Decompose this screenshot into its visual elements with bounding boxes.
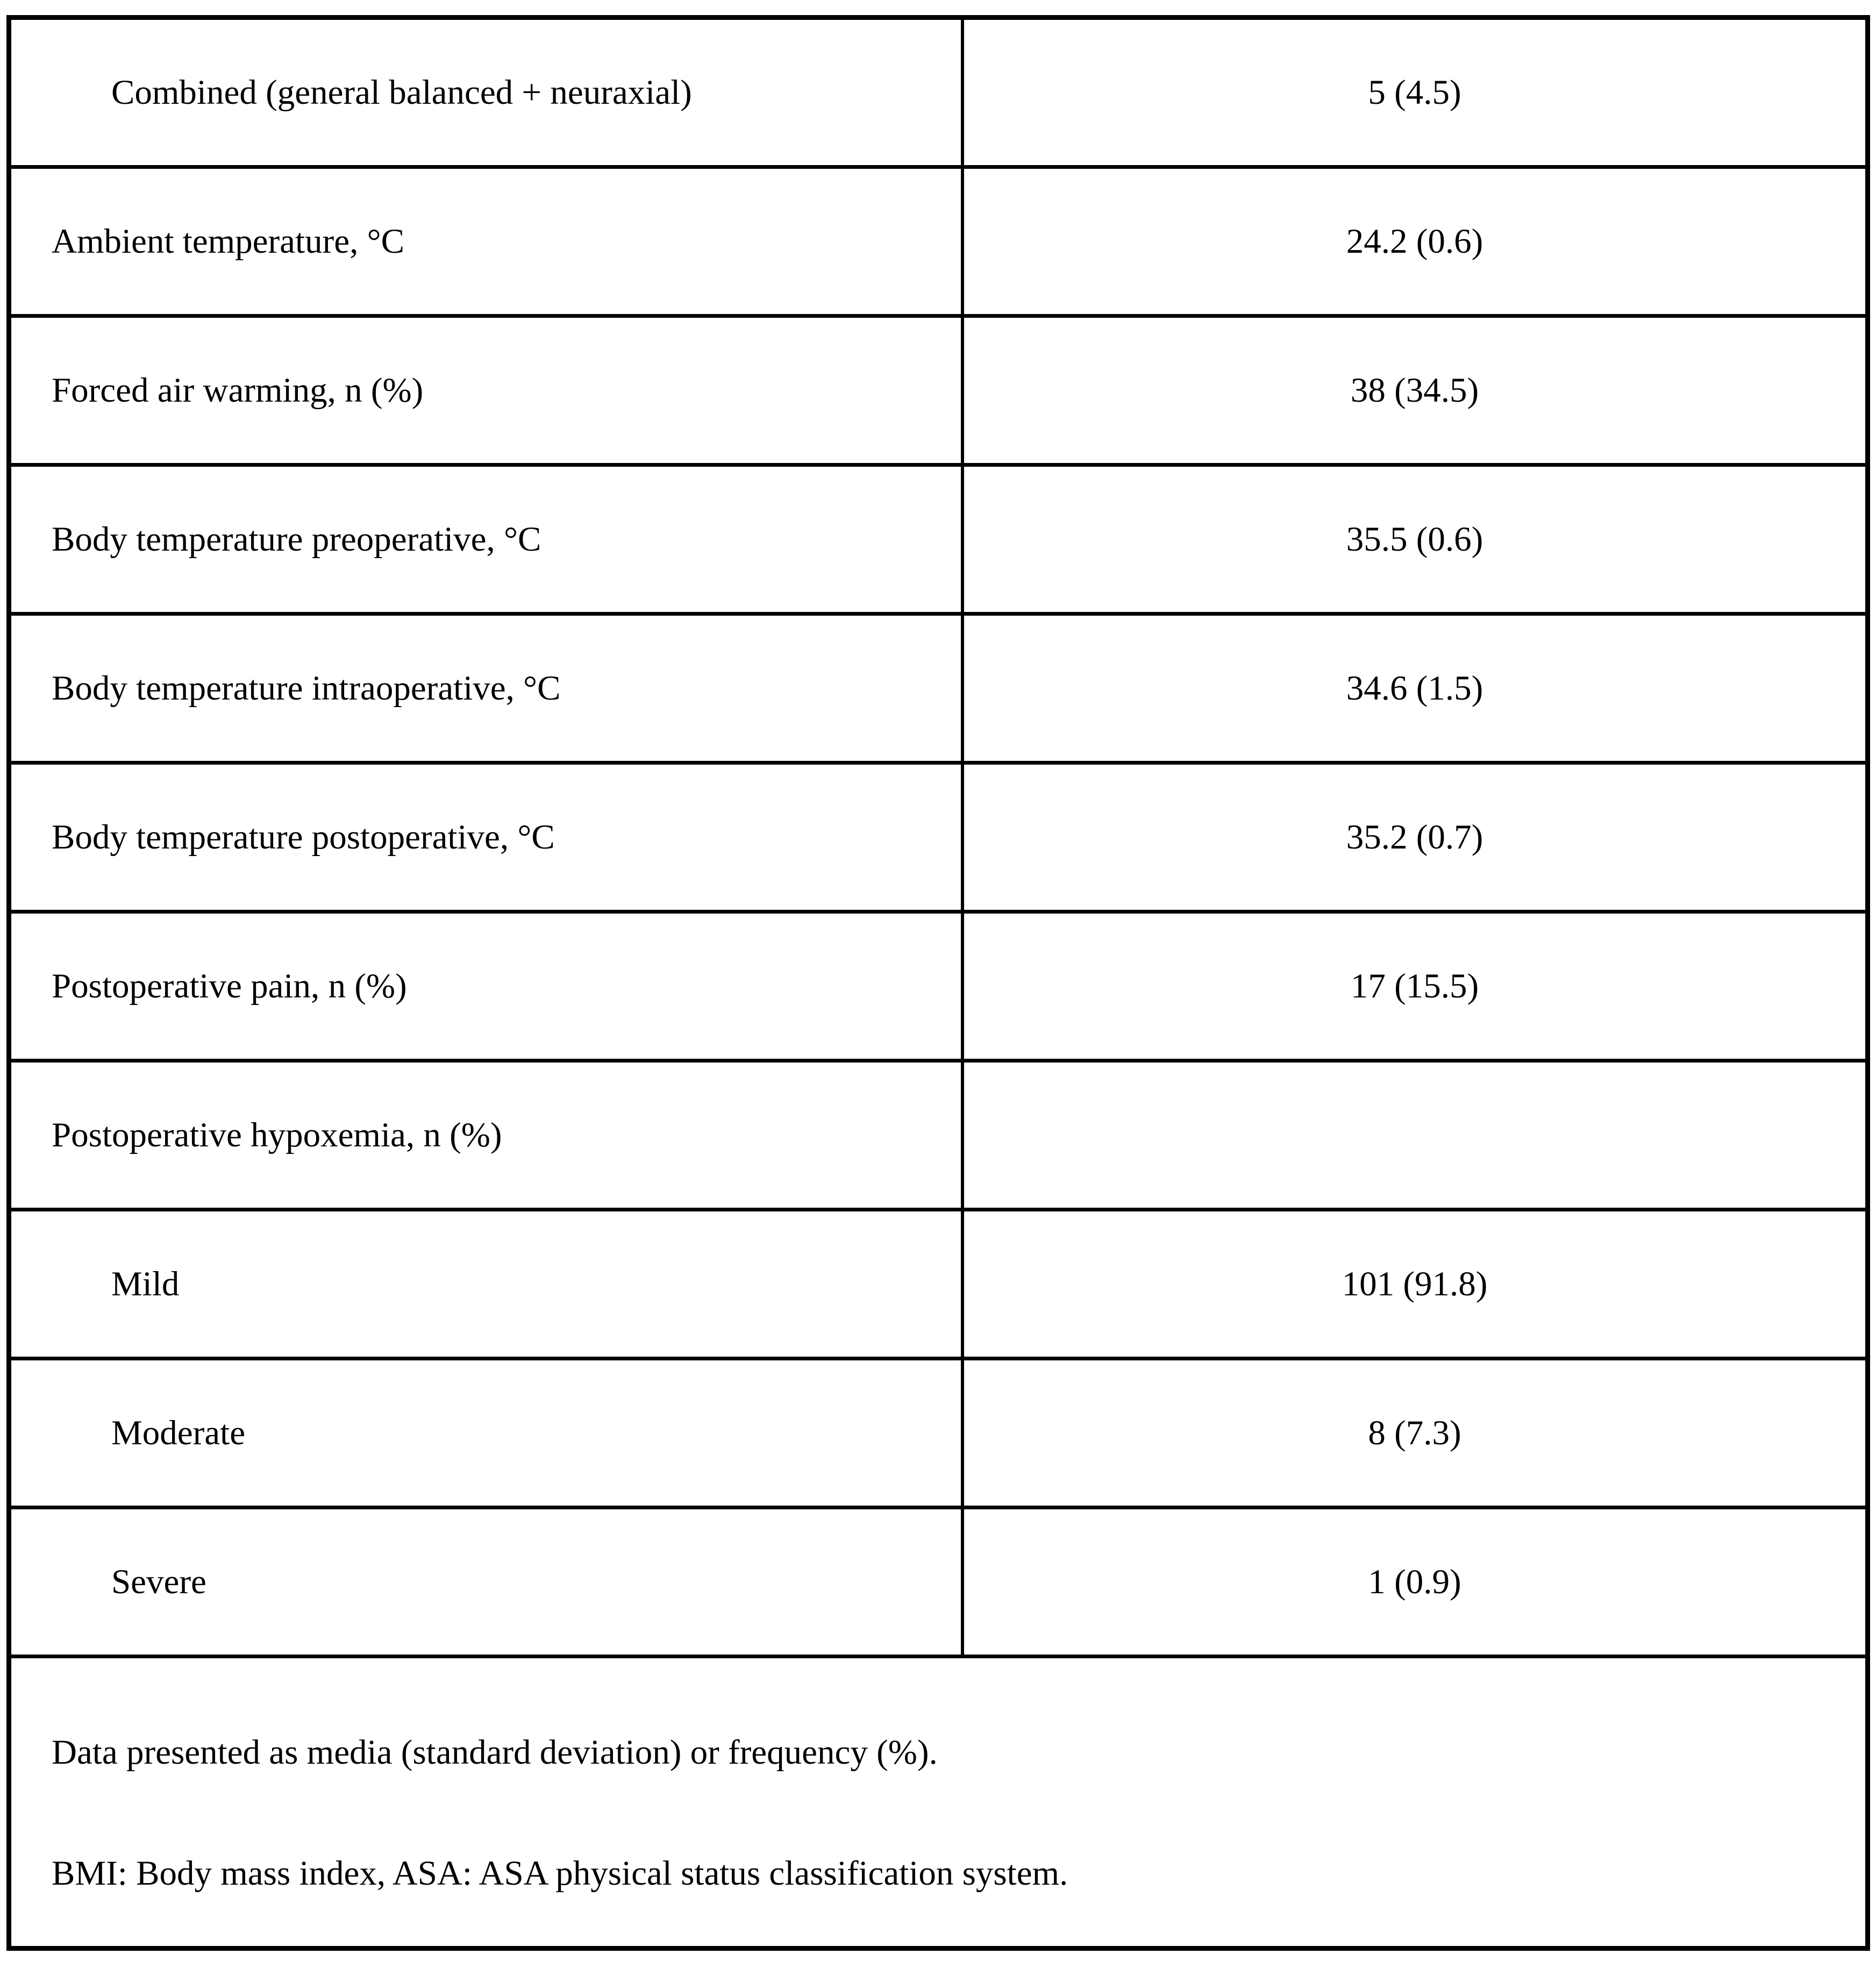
- row-label: Moderate: [11, 1360, 964, 1506]
- row-label: Mild: [11, 1211, 964, 1357]
- row-value: 35.2 (0.7): [1346, 817, 1483, 857]
- table-row: Forced air warming, n (%) 38 (34.5): [11, 318, 1865, 467]
- row-label: Postoperative pain, n (%): [11, 914, 964, 1059]
- table-row: Body temperature preoperative, °C 35.5 (…: [11, 467, 1865, 616]
- row-value: [964, 1063, 1865, 1208]
- table-footnotes: Data presented as media (standard deviat…: [11, 1658, 1865, 1946]
- row-value: 35.5 (0.6): [1346, 519, 1483, 559]
- table-row: Postoperative hypoxemia, n (%): [11, 1063, 1865, 1211]
- row-label: Body temperature postoperative, °C: [11, 765, 964, 910]
- row-label: Ambient temperature, °C: [11, 169, 964, 314]
- row-label: Forced air warming, n (%): [11, 318, 964, 463]
- row-value: 101 (91.8): [1342, 1264, 1488, 1303]
- row-label: Severe: [11, 1509, 964, 1655]
- row-value: 34.6 (1.5): [1346, 668, 1483, 708]
- table-row: Body temperature postoperative, °C 35.2 …: [11, 765, 1865, 914]
- row-value: 38 (34.5): [1350, 370, 1479, 410]
- row-value: 17 (15.5): [1350, 966, 1479, 1006]
- row-value: 24.2 (0.6): [1346, 222, 1483, 261]
- row-value: 8 (7.3): [1368, 1413, 1461, 1452]
- table-row: Moderate 8 (7.3): [11, 1360, 1865, 1509]
- table-row: Postoperative pain, n (%) 17 (15.5): [11, 914, 1865, 1063]
- row-value: 1 (0.9): [1368, 1562, 1461, 1601]
- table-row: Combined (general balanced + neuraxial) …: [11, 20, 1865, 169]
- row-label: Combined (general balanced + neuraxial): [11, 20, 964, 165]
- characteristics-table: Combined (general balanced + neuraxial) …: [6, 15, 1870, 1951]
- footnote-abbreviations: BMI: Body mass index, ASA: ASA physical …: [52, 1853, 1068, 1893]
- row-label: Body temperature preoperative, °C: [11, 467, 964, 612]
- row-value: 5 (4.5): [1368, 73, 1461, 112]
- row-label: Postoperative hypoxemia, n (%): [11, 1063, 964, 1208]
- row-label: Body temperature intraoperative, °C: [11, 616, 964, 761]
- table-row: Ambient temperature, °C 24.2 (0.6): [11, 169, 1865, 318]
- footnote-data-presentation: Data presented as media (standard deviat…: [52, 1732, 938, 1772]
- table-row: Severe 1 (0.9): [11, 1509, 1865, 1658]
- table-row: Body temperature intraoperative, °C 34.6…: [11, 616, 1865, 765]
- table-row: Mild 101 (91.8): [11, 1211, 1865, 1360]
